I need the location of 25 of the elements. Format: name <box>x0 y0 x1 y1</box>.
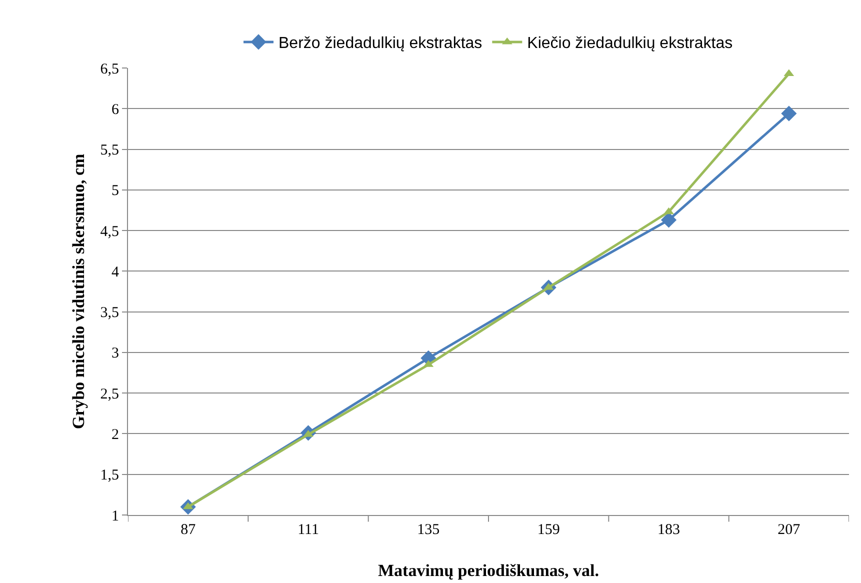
y-tick-label: 4 <box>112 264 120 280</box>
legend-label: Beržo žiedadulkių ekstraktas <box>278 35 482 52</box>
y-tick-label: 5 <box>112 183 119 200</box>
y-tick-label: 4,5 <box>100 224 119 240</box>
legend-label: Kiečio žiedadulkių ekstraktas <box>527 35 733 52</box>
y-tick-label: 6 <box>112 102 120 118</box>
y-axis-title: Grybo micelio vidutinis skersmuo, cm <box>69 154 88 430</box>
y-tick-label: 1 <box>112 508 119 524</box>
y-tick-label: 6,5 <box>100 61 119 78</box>
y-tick-label: 2 <box>112 426 119 443</box>
x-tick-label: 135 <box>417 522 440 538</box>
point <box>660 212 677 228</box>
point <box>664 207 674 214</box>
x-tick-label: 87 <box>180 522 196 538</box>
x-tick-label: 207 <box>778 522 801 538</box>
x-axis-title: Matavimų periodiškumas, val. <box>378 561 600 580</box>
point <box>781 106 797 122</box>
x-tick-label: 183 <box>658 522 680 538</box>
x-tick-label: 111 <box>298 522 319 538</box>
y-tick-label: 5,5 <box>100 142 119 159</box>
y-tick-label: 3,5 <box>100 305 119 322</box>
y-tick-label: 1,5 <box>100 468 119 484</box>
y-tick-label: 2,5 <box>100 386 119 402</box>
y-tick-label: 3 <box>112 346 119 362</box>
x-tick-label: 159 <box>537 522 560 538</box>
